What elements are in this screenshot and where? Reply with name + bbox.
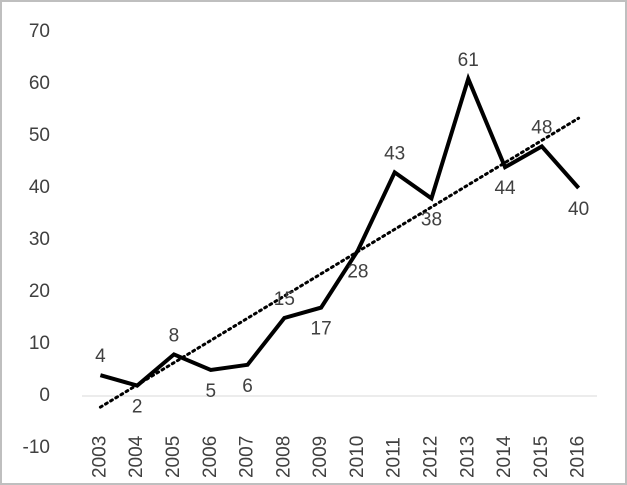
data-label: 28 (347, 261, 368, 282)
y-tick-label: 10 (29, 333, 50, 354)
x-tick-label: 2012 (420, 436, 441, 478)
x-tick-label: 2006 (200, 436, 221, 478)
x-tick-label: 2010 (347, 436, 368, 478)
data-label: 44 (494, 178, 516, 199)
y-tick-label: 40 (29, 177, 50, 198)
data-label: 6 (242, 376, 253, 397)
x-tick-label: 2005 (163, 436, 184, 478)
y-tick-label: 60 (29, 73, 50, 94)
x-tick-label: 2013 (457, 436, 478, 478)
y-tick-label: -10 (23, 437, 50, 458)
data-label: 15 (274, 289, 295, 310)
data-label: 17 (311, 319, 332, 340)
y-tick-label: 0 (39, 385, 50, 406)
x-tick-label: 2003 (89, 436, 110, 478)
x-tick-label: 2011 (384, 437, 405, 478)
data-label: 4 (95, 346, 106, 367)
x-tick-label: 2016 (568, 436, 589, 478)
x-tick-label: 2008 (273, 436, 294, 478)
data-label: 38 (421, 209, 442, 230)
data-label: 43 (384, 143, 405, 164)
x-tick-label: 2004 (126, 435, 147, 478)
data-label: 40 (568, 199, 589, 220)
x-tick-label: 2007 (237, 436, 258, 478)
data-label: 2 (132, 397, 143, 418)
data-label: 48 (531, 117, 552, 138)
x-tick-label: 2009 (310, 436, 331, 478)
y-tick-label: 50 (29, 125, 50, 146)
y-tick-label: 30 (29, 229, 50, 250)
data-label: 5 (205, 381, 216, 402)
data-label: 61 (458, 50, 479, 71)
x-tick-label: 2015 (531, 436, 552, 478)
data-line (99, 72, 581, 388)
y-tick-label: 20 (29, 281, 50, 302)
data-label: 8 (169, 325, 180, 346)
x-tick-label: 2014 (494, 435, 515, 478)
y-tick-label: 70 (29, 21, 50, 42)
